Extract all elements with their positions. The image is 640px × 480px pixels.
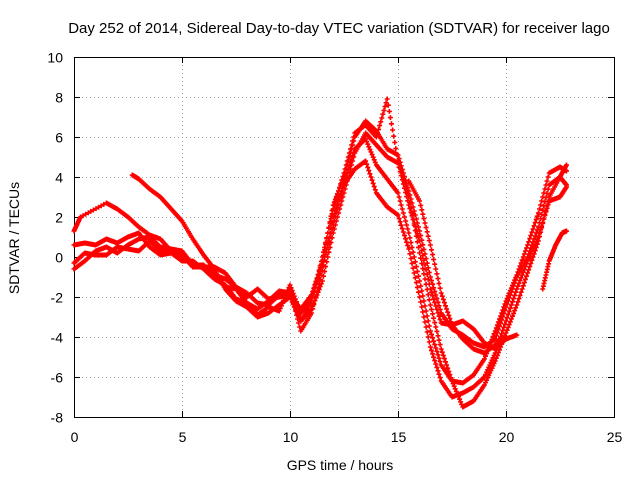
plus-markers bbox=[540, 228, 569, 292]
grid bbox=[74, 57, 614, 417]
y-axis-label: SDTVAR / TECUs bbox=[6, 182, 22, 294]
x-tick-label: 10 bbox=[283, 429, 299, 445]
y-tick-label: 10 bbox=[47, 50, 63, 66]
y-tick-label: 6 bbox=[55, 130, 63, 146]
series-track-6 bbox=[406, 178, 505, 356]
plot-frame bbox=[74, 57, 615, 418]
x-tick-label: 5 bbox=[179, 429, 187, 445]
y-tick-label: -6 bbox=[51, 370, 64, 386]
series-track-7 bbox=[540, 228, 569, 292]
plus-markers bbox=[406, 178, 505, 356]
y-tick-label: 8 bbox=[55, 90, 63, 106]
x-tick-label: 15 bbox=[391, 429, 407, 445]
y-tick-label: 0 bbox=[55, 250, 63, 266]
chart-title: Day 252 of 2014, Sidereal Day-to-day VTE… bbox=[68, 20, 610, 37]
x-tick-label: 20 bbox=[499, 429, 515, 445]
plus-markers bbox=[129, 96, 569, 410]
series-track-5 bbox=[129, 96, 569, 410]
x-tick-label: 25 bbox=[607, 429, 623, 445]
data-points bbox=[71, 96, 569, 410]
y-tick-label: -8 bbox=[51, 410, 64, 426]
y-tick-label: 2 bbox=[55, 210, 63, 226]
series-track-4 bbox=[71, 136, 569, 386]
y-axis: -8 -6 -4 -2 0 2 4 6 8 10 bbox=[47, 50, 614, 426]
y-tick-label: -4 bbox=[51, 330, 64, 346]
x-tick-label: 0 bbox=[71, 429, 79, 445]
y-tick-label: 4 bbox=[55, 170, 63, 186]
x-axis: 0 5 10 15 20 25 bbox=[71, 57, 623, 445]
y-tick-label: -2 bbox=[51, 290, 64, 306]
x-axis-label: GPS time / hours bbox=[287, 457, 394, 473]
plus-markers bbox=[71, 136, 569, 386]
